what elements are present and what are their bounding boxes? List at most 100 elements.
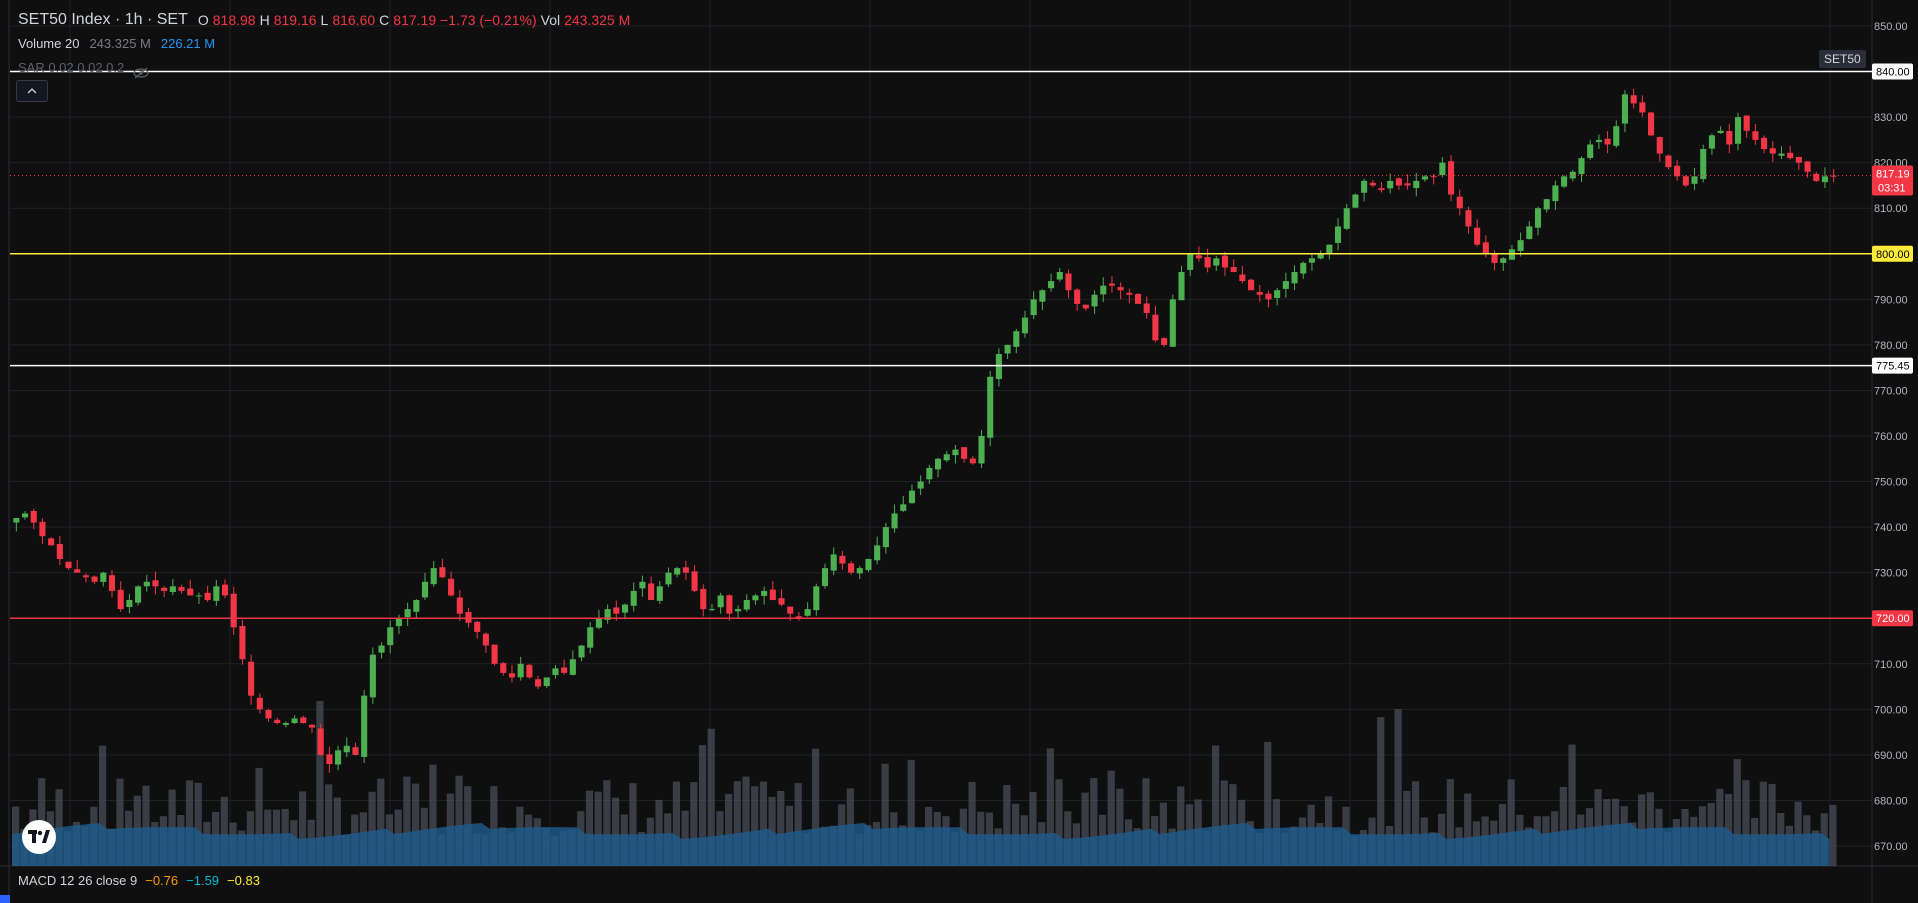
volume-bar — [1742, 780, 1750, 866]
volume-bar — [316, 701, 324, 866]
candle-body — [874, 545, 881, 561]
candle-body — [439, 567, 446, 578]
candle-body — [230, 593, 237, 628]
candle-body — [1517, 240, 1524, 252]
candle-body — [1239, 274, 1246, 282]
candle-body — [508, 673, 516, 678]
candle-body — [300, 717, 307, 723]
volume-bar — [411, 783, 420, 866]
candle-body — [1369, 182, 1376, 186]
candle-body — [1569, 171, 1576, 179]
candle-body — [91, 576, 98, 582]
candle-body — [1717, 130, 1724, 134]
candle-body — [1248, 279, 1255, 291]
macd-legend[interactable]: MACD 12 26 close 9 −0.76 −1.59 −0.83 — [18, 873, 260, 888]
volume-bar — [1142, 778, 1150, 866]
volume-bar — [1220, 780, 1228, 866]
low-value: 816.60 — [332, 12, 376, 28]
volume-bar — [368, 791, 376, 866]
volume-bar — [725, 793, 733, 866]
open-value: 818.98 — [212, 12, 256, 28]
volume-bar — [611, 797, 620, 866]
candle-body — [13, 518, 20, 523]
symbol-title[interactable]: SET50 Index · 1h · SET — [18, 11, 188, 28]
volume-bar — [1264, 741, 1272, 866]
candle-body — [1830, 175, 1837, 177]
candle-body — [1048, 281, 1055, 289]
candle-body — [769, 589, 776, 600]
volume-bar — [1568, 744, 1576, 866]
change-value: −1.73 (−0.21%) — [440, 12, 537, 28]
candle-body — [1256, 292, 1263, 295]
candle-body — [630, 590, 637, 606]
price-tick-label: 680.00 — [1874, 795, 1908, 807]
candle-body — [691, 571, 698, 591]
candle-body — [74, 569, 81, 573]
candle-body — [743, 600, 750, 610]
level-price-label-bg — [1872, 357, 1913, 374]
tradingview-logo-icon[interactable] — [22, 820, 56, 854]
candle-body — [656, 586, 663, 601]
level-price-label: 775.45 — [1876, 361, 1910, 373]
sar-indicator-row[interactable]: SAR 0.02 0.02 0.2 — [18, 56, 630, 80]
volume-indicator-row[interactable]: Volume 20 243.325 M 226.21 M — [18, 32, 630, 56]
volume-bar — [742, 776, 750, 866]
candle-body — [282, 723, 289, 725]
candle-body — [934, 458, 942, 470]
candle-body — [1326, 244, 1333, 255]
macd-value: −0.76 — [145, 873, 179, 888]
candle-body — [465, 612, 472, 623]
volume-bar — [377, 778, 385, 866]
scroll-handle[interactable] — [0, 895, 10, 903]
candle-body — [1074, 289, 1081, 304]
candle-body — [839, 555, 846, 564]
candle-body — [848, 563, 855, 573]
candle-body — [456, 597, 463, 614]
volume-bar — [907, 759, 915, 866]
ohlc-row: SET50 Index · 1h · SET O 818.98 H 819.16 L… — [18, 8, 630, 32]
candle-body — [1013, 331, 1020, 347]
candle-body — [204, 592, 211, 600]
volume-bar — [1116, 788, 1124, 866]
candle-body — [421, 581, 429, 598]
candle-body — [856, 568, 863, 574]
candle-body — [117, 589, 124, 610]
candle-body — [1152, 314, 1159, 341]
price-tick-label: 700.00 — [1874, 704, 1908, 716]
candle-body — [308, 724, 316, 728]
candle-body — [274, 719, 281, 723]
volume-bar — [1090, 778, 1098, 866]
symbol-tag: SET50 — [1819, 50, 1866, 68]
volume-bar — [1177, 786, 1185, 866]
volume-bar — [794, 783, 802, 866]
candle-body — [1161, 338, 1168, 345]
candle-body — [1578, 158, 1585, 175]
collapse-legend-button[interactable] — [16, 80, 48, 102]
level-price-label-bg — [1872, 245, 1913, 262]
candle-body — [961, 447, 968, 459]
candle-body — [1821, 176, 1829, 183]
candle-body — [100, 572, 107, 582]
candle-body — [943, 454, 950, 461]
volume-bar — [116, 778, 124, 866]
candle-body — [187, 588, 194, 596]
candle-body — [1100, 285, 1107, 295]
volume-bar — [1768, 783, 1776, 866]
volume-bar — [811, 748, 820, 866]
candle-body — [169, 586, 176, 593]
volume-bar — [1029, 792, 1037, 866]
candle-body — [1795, 156, 1802, 163]
candle-body — [1708, 135, 1715, 149]
price-tick-label: 760.00 — [1874, 431, 1908, 443]
volume-bar — [194, 782, 202, 866]
candle-body — [1274, 290, 1281, 298]
hidden-eye-icon[interactable] — [132, 62, 150, 79]
candle-body — [1769, 148, 1776, 154]
volume-label: Vol — [540, 12, 561, 28]
candle-body — [1813, 173, 1820, 181]
candle-body — [1752, 131, 1759, 140]
volume-bar — [672, 781, 681, 866]
candle-body — [1482, 242, 1489, 254]
